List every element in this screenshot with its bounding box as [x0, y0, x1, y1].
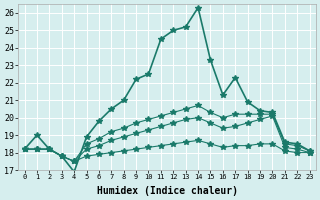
X-axis label: Humidex (Indice chaleur): Humidex (Indice chaleur) [97, 186, 237, 196]
